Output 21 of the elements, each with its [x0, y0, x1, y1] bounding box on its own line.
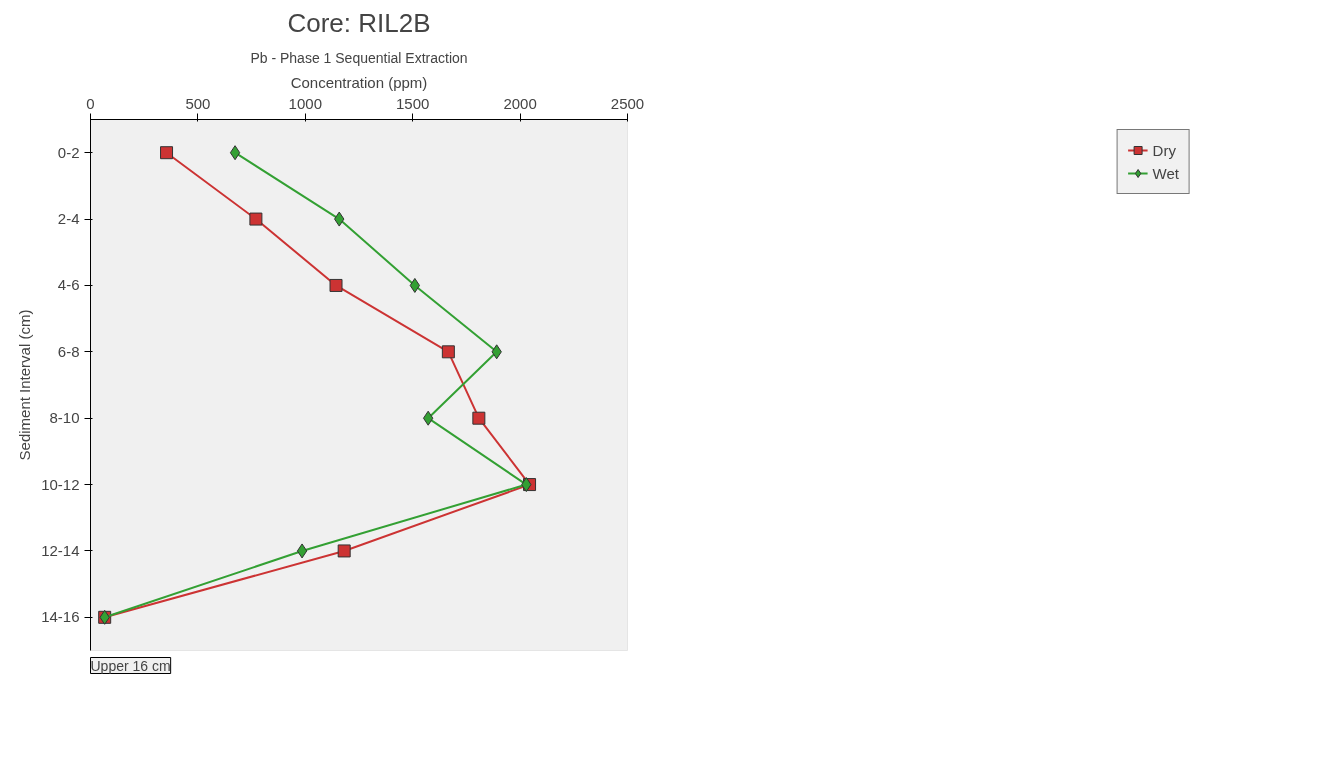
chart-title: Core: RIL2B — [287, 7, 431, 38]
x-tick-label: 500 — [185, 94, 211, 112]
x-tick-label: 0 — [86, 94, 95, 112]
y-tick-label: 12-14 — [41, 541, 80, 559]
legend-label: Dry — [1152, 141, 1176, 159]
y-axis-title: Sediment Interval (cm) — [16, 309, 34, 461]
y-tick-label: 10-12 — [41, 475, 80, 493]
y-tick-label: 2-4 — [57, 210, 80, 228]
text: Upper 16 cm — [90, 657, 171, 674]
x-tick-label: 2000 — [503, 94, 537, 112]
x-tick-label: 2500 — [610, 94, 645, 112]
y-tick-label: 14-16 — [41, 608, 80, 626]
legend-label: Wet — [1152, 164, 1179, 182]
y-tick-label: 4-6 — [57, 276, 80, 294]
y-tick-label: 8-10 — [49, 409, 80, 427]
x-axis-title: Concentration (ppm) — [290, 73, 428, 91]
x-tick-label: 1000 — [288, 94, 322, 112]
chart-subtitle: Pb - Phase 1 Sequential Extraction — [250, 49, 468, 66]
y-tick-label: 6-8 — [57, 342, 80, 360]
y-tick-label: 0-2 — [57, 143, 80, 161]
x-tick-label: 1500 — [396, 94, 430, 112]
